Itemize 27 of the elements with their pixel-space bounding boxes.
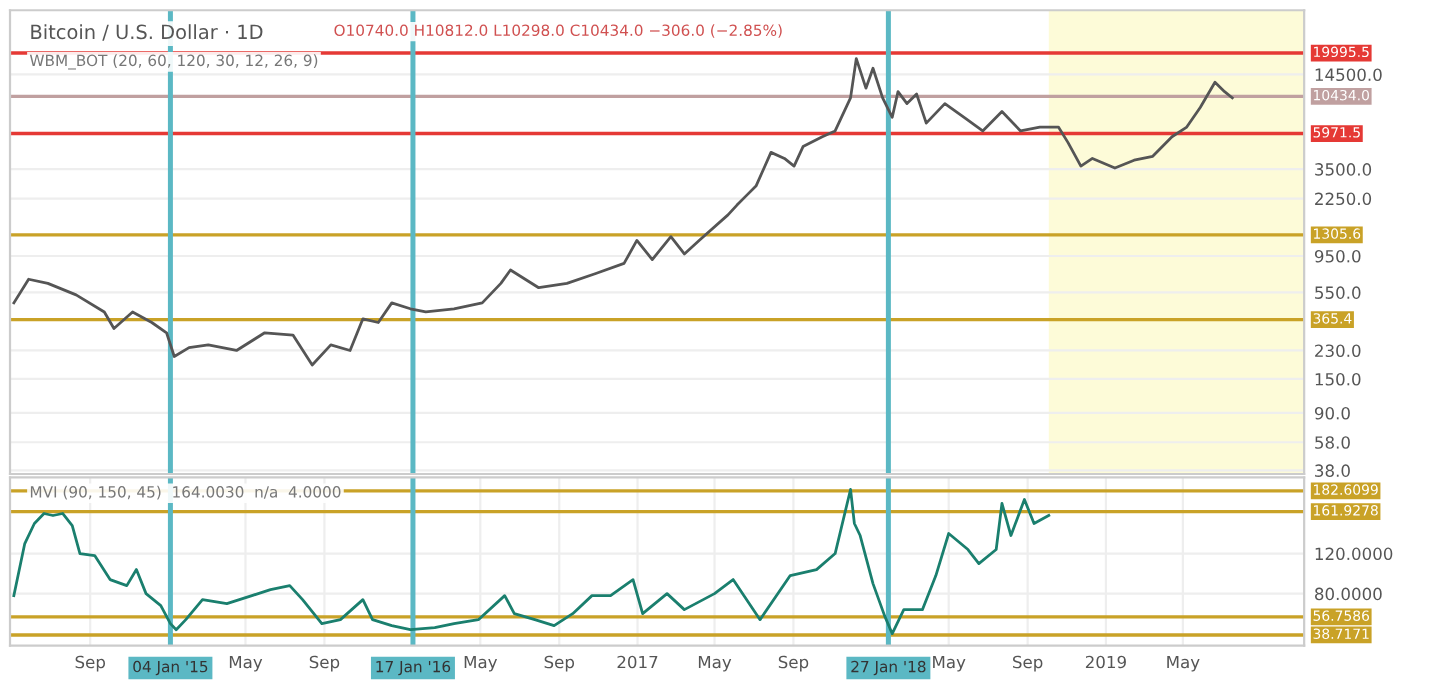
y-tick-label: 120.0000	[1315, 547, 1393, 561]
y-tick-label: 58.0	[1315, 436, 1350, 449]
x-tick-label: 2019	[1085, 655, 1126, 669]
x-tick-label: May	[933, 655, 966, 672]
y-tick-label: 150.0	[1315, 372, 1361, 386]
x-tick-label: May	[464, 655, 498, 672]
y-tick-label: 80.0000	[1315, 587, 1382, 601]
x-tick-label: Sep	[309, 655, 340, 672]
x-tick-label: Sep	[544, 655, 575, 672]
y-tick-label: 38.0	[1315, 464, 1350, 477]
line-series	[12, 488, 1051, 636]
x-tick-label: May	[698, 655, 732, 672]
x-tick-label: Sep	[1013, 655, 1043, 672]
y-tick-label: 3500.0	[1315, 163, 1372, 176]
y-tick-label: 550.0	[1315, 286, 1361, 299]
y-tick-label: 950.0	[1314, 249, 1361, 263]
x-tick-label: Sep	[75, 655, 106, 672]
y-tick-label: 2250.0	[1315, 192, 1372, 206]
text: Bitcoin / U.S. Dollar · 1D	[31, 24, 263, 41]
y-tick-label: 14500.0	[1315, 68, 1382, 82]
y-tick-label: 90.0	[1314, 406, 1350, 420]
y-tick-label: 230.0	[1315, 344, 1361, 358]
line-series	[12, 57, 1234, 367]
x-tick-label: May	[229, 655, 263, 672]
x-tick-label: May	[1167, 655, 1200, 672]
x-tick-label: 2017	[617, 655, 658, 669]
x-tick-label: Sep	[778, 655, 809, 672]
